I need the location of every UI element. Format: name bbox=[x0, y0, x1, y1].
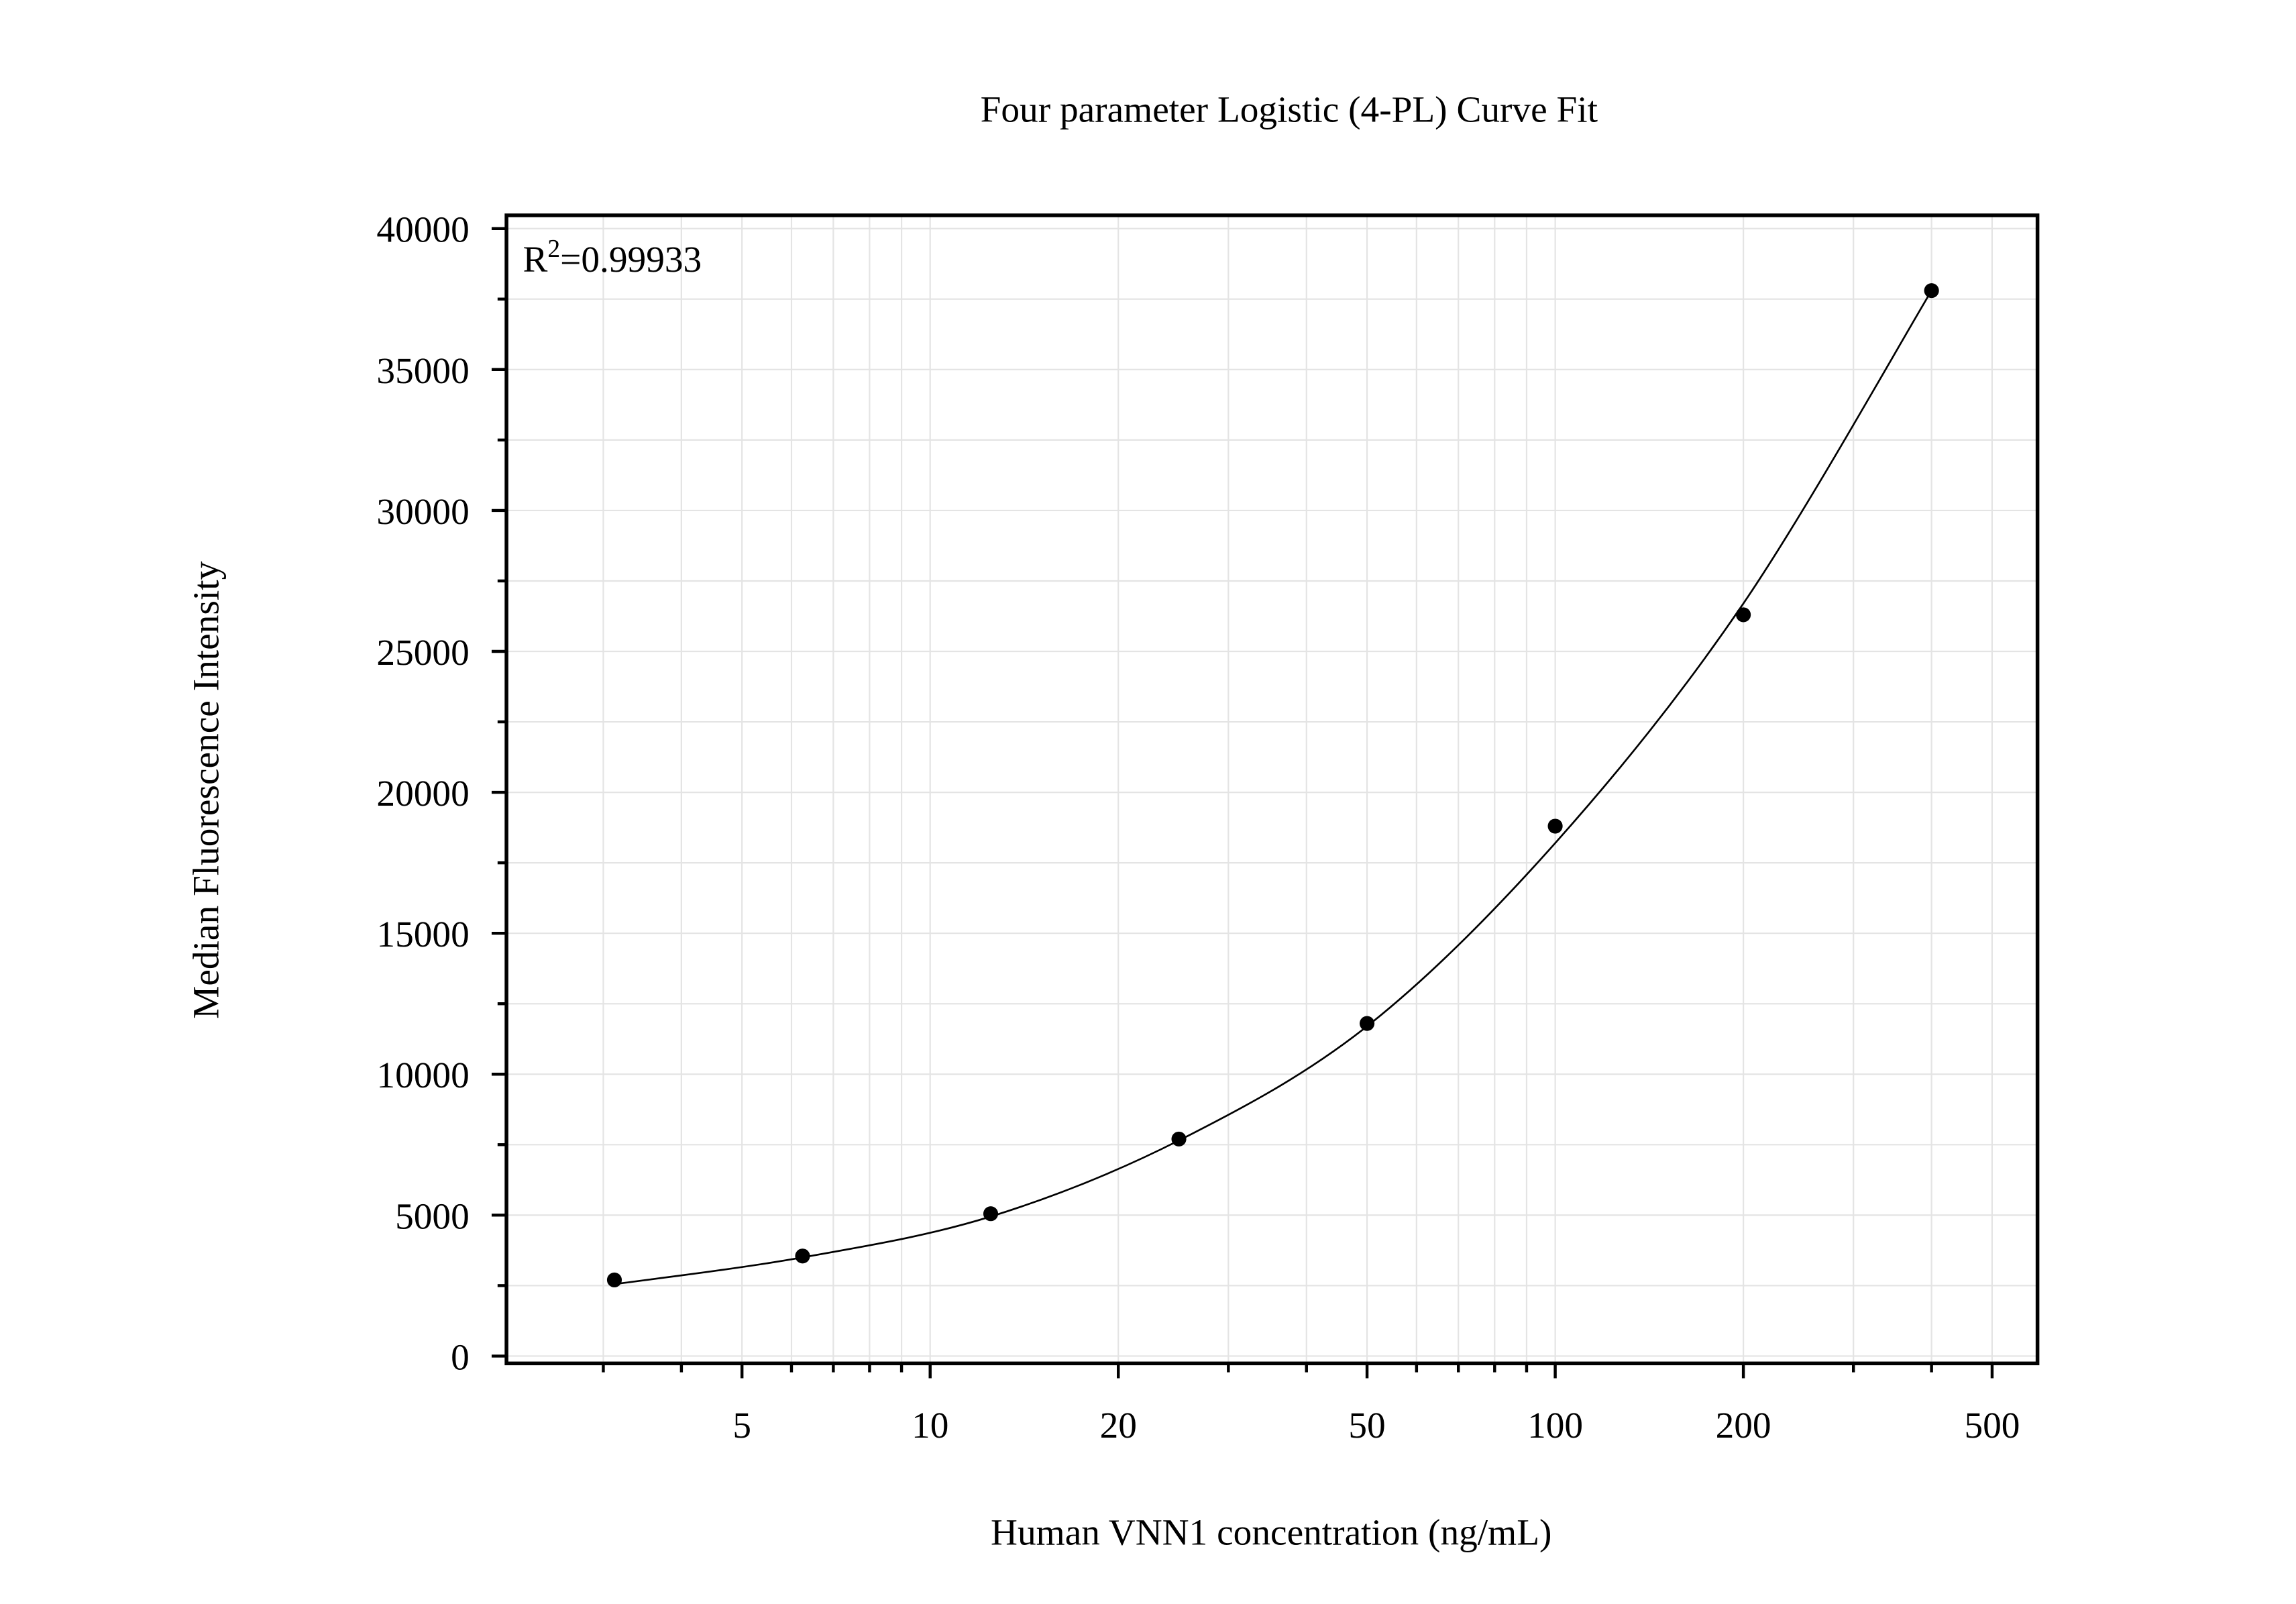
data-point bbox=[983, 1206, 999, 1222]
data-point bbox=[606, 1272, 622, 1288]
data-point bbox=[1359, 1016, 1375, 1031]
x-axis-label: Human VNN1 concentration (ng/mL) bbox=[991, 1511, 1551, 1552]
y-tick-label: 25000 bbox=[376, 632, 469, 673]
x-tick-label: 50 bbox=[1348, 1405, 1385, 1446]
y-tick-label: 10000 bbox=[376, 1055, 469, 1095]
y-tick-label: 5000 bbox=[395, 1195, 470, 1236]
x-tick-label: 20 bbox=[1100, 1405, 1137, 1446]
plot-frame bbox=[504, 213, 2040, 1366]
y-tick-label: 20000 bbox=[376, 773, 469, 814]
data-point bbox=[1547, 818, 1563, 834]
annotation-text: =0.99933 bbox=[560, 239, 702, 280]
annotation: R2=0.99933 bbox=[523, 235, 702, 280]
y-tick-label: 0 bbox=[451, 1336, 470, 1377]
grid bbox=[506, 215, 2038, 1364]
y-axis-label: Median Fluorescence Intensity bbox=[186, 561, 227, 1019]
x-tick-label: 200 bbox=[1716, 1405, 1771, 1446]
chart-title: Four parameter Logistic (4-PL) Curve Fit bbox=[981, 89, 1598, 130]
y-tick-label: 30000 bbox=[376, 491, 469, 532]
annotation-superscript: 2 bbox=[547, 235, 560, 263]
data-point bbox=[1171, 1131, 1187, 1146]
data-point bbox=[1924, 283, 1939, 299]
x-tick-label: 100 bbox=[1527, 1405, 1583, 1446]
y-tick-label: 40000 bbox=[376, 209, 469, 250]
y-tick-label: 35000 bbox=[376, 350, 469, 391]
x-tick-label: 10 bbox=[912, 1405, 948, 1446]
x-tick-label: 500 bbox=[1964, 1405, 2020, 1446]
data-point bbox=[1736, 607, 1751, 623]
fit-curve bbox=[614, 290, 1932, 1285]
data-point bbox=[795, 1248, 810, 1264]
y-tick-label: 15000 bbox=[376, 914, 469, 955]
x-tick-label: 5 bbox=[732, 1405, 751, 1446]
plot bbox=[606, 283, 1939, 1288]
annotation-base: R bbox=[523, 239, 547, 280]
